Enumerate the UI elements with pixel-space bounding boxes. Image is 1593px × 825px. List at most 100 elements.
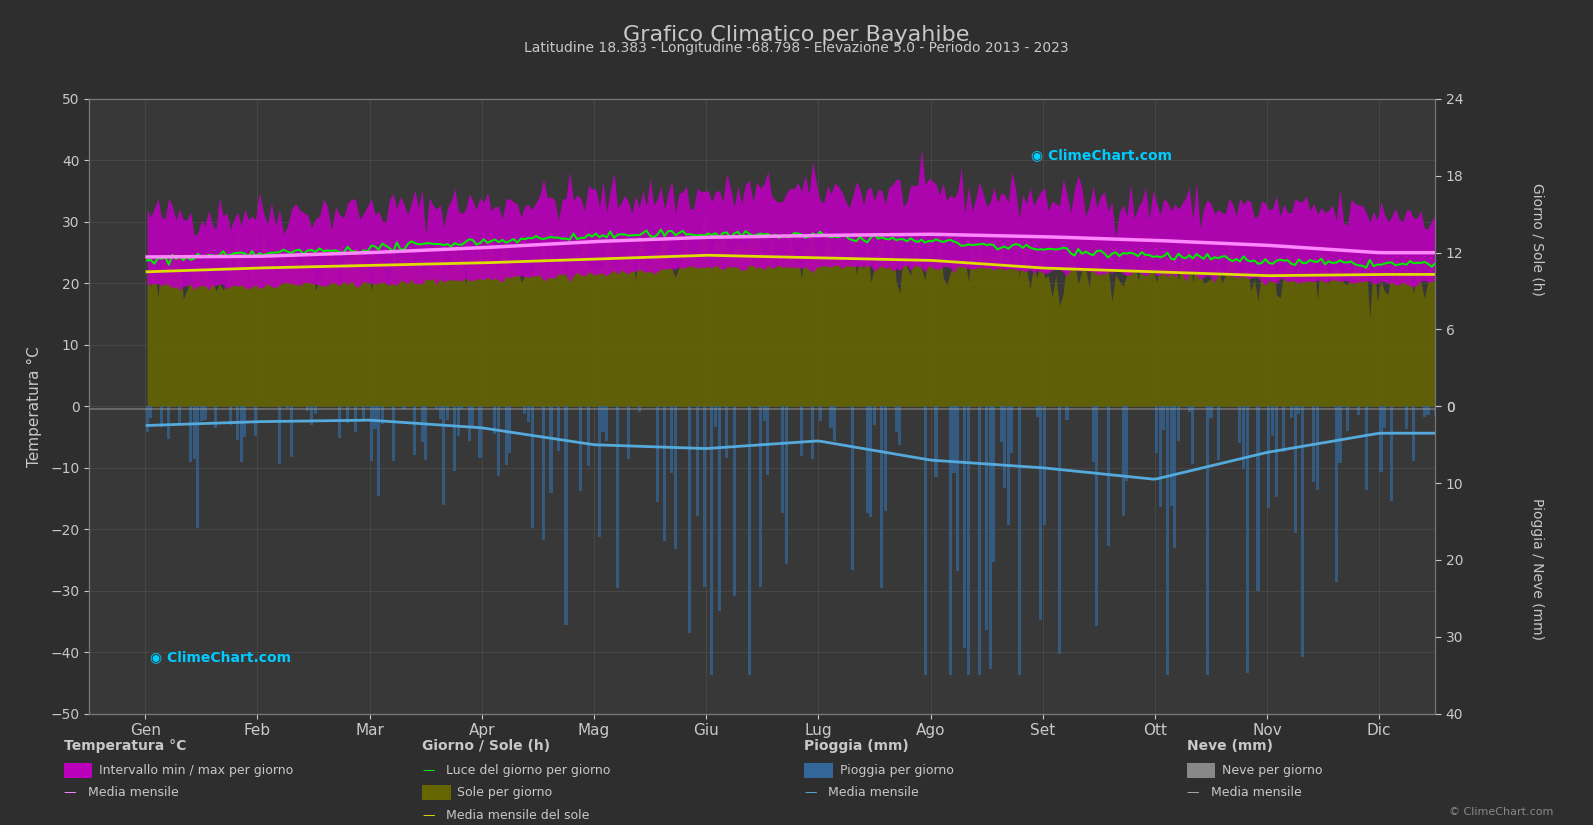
Bar <box>1459 407 1462 421</box>
Bar <box>696 407 699 516</box>
Bar <box>1217 407 1220 460</box>
Bar <box>239 407 242 462</box>
Bar <box>542 407 545 540</box>
Bar <box>460 407 464 409</box>
Bar <box>438 407 441 419</box>
Text: —: — <box>804 786 817 799</box>
Bar <box>656 407 660 502</box>
Bar <box>663 407 666 540</box>
Bar <box>616 407 620 587</box>
Text: Media mensile del sole: Media mensile del sole <box>446 808 589 822</box>
Bar <box>1448 407 1451 428</box>
Bar <box>747 407 750 675</box>
Bar <box>452 407 456 471</box>
Bar <box>1380 407 1383 473</box>
Text: Grafico Climatico per Bayahibe: Grafico Climatico per Bayahibe <box>623 25 970 45</box>
Text: Pioggia / Neve (mm): Pioggia / Neve (mm) <box>1531 498 1544 640</box>
Bar <box>346 407 349 422</box>
Text: Intervallo min / max per giorno: Intervallo min / max per giorno <box>99 764 293 777</box>
Bar <box>1166 407 1169 675</box>
Bar <box>800 407 803 456</box>
Bar <box>1107 407 1110 546</box>
Bar <box>424 407 427 460</box>
Text: © ClimeChart.com: © ClimeChart.com <box>1448 807 1553 817</box>
Bar <box>1169 407 1172 507</box>
Bar <box>637 407 640 412</box>
Bar <box>150 407 153 418</box>
Bar <box>1058 407 1061 653</box>
Text: Giorno / Sole (h): Giorno / Sole (h) <box>422 739 550 752</box>
Bar <box>895 407 898 431</box>
Bar <box>1290 407 1294 418</box>
Bar <box>956 407 959 571</box>
Text: Giorno / Sole (h): Giorno / Sole (h) <box>1531 183 1544 295</box>
Bar <box>193 407 196 460</box>
Bar <box>879 407 883 587</box>
Bar <box>1365 407 1368 490</box>
Text: Sole per giorno: Sole per giorno <box>457 786 553 799</box>
Bar <box>468 407 470 441</box>
Bar <box>710 407 714 675</box>
Bar <box>287 407 288 408</box>
Text: Neve (mm): Neve (mm) <box>1187 739 1273 752</box>
Bar <box>145 407 148 432</box>
Bar <box>703 407 706 587</box>
Bar <box>421 407 424 442</box>
Bar <box>1091 407 1094 462</box>
Bar <box>1343 407 1344 408</box>
Text: Media mensile: Media mensile <box>1211 786 1301 799</box>
Text: Media mensile: Media mensile <box>828 786 919 799</box>
Bar <box>478 407 481 458</box>
Bar <box>1383 407 1386 428</box>
Bar <box>924 407 927 675</box>
Bar <box>984 407 988 630</box>
Bar <box>1155 407 1158 453</box>
Text: Media mensile: Media mensile <box>88 786 178 799</box>
Bar <box>1297 407 1300 414</box>
Bar <box>1474 407 1477 446</box>
Bar <box>392 407 395 461</box>
Bar <box>1405 407 1408 429</box>
Bar <box>1294 407 1297 533</box>
Bar <box>1010 407 1013 453</box>
Bar <box>725 407 728 459</box>
Bar <box>443 407 446 505</box>
Text: —: — <box>64 786 76 799</box>
Text: —: — <box>1187 786 1200 799</box>
Bar <box>527 407 530 422</box>
Bar <box>1209 407 1212 418</box>
Bar <box>851 407 854 570</box>
Bar <box>597 407 601 537</box>
Bar <box>1437 407 1440 468</box>
Bar <box>311 407 314 425</box>
Bar <box>530 407 534 528</box>
Text: Pioggia (mm): Pioggia (mm) <box>804 739 910 752</box>
Bar <box>277 407 280 464</box>
Bar <box>204 407 207 420</box>
Bar <box>497 407 500 476</box>
Text: Latitudine 18.383 - Longitudine -68.798 - Elevazione 5.0 - Periodo 2013 - 2023: Latitudine 18.383 - Longitudine -68.798 … <box>524 41 1069 55</box>
Bar <box>1039 407 1042 620</box>
Bar <box>1335 407 1338 582</box>
Bar <box>949 407 953 675</box>
Bar <box>306 407 309 412</box>
Bar <box>550 407 553 493</box>
Bar <box>781 407 784 513</box>
Bar <box>766 407 769 475</box>
Bar <box>362 407 365 420</box>
Bar <box>290 407 293 457</box>
Bar <box>811 407 814 459</box>
Bar <box>1066 407 1069 420</box>
Text: —: — <box>422 808 435 822</box>
Bar <box>508 407 511 454</box>
Bar <box>586 407 589 465</box>
Bar <box>1257 407 1260 591</box>
Bar <box>229 407 233 426</box>
Text: ◉ ClimeChart.com: ◉ ClimeChart.com <box>1032 148 1172 163</box>
Bar <box>989 407 992 669</box>
Bar <box>1282 407 1286 452</box>
Bar <box>1238 407 1241 444</box>
Bar <box>833 407 836 441</box>
Bar <box>1313 407 1316 482</box>
Bar <box>457 407 460 436</box>
